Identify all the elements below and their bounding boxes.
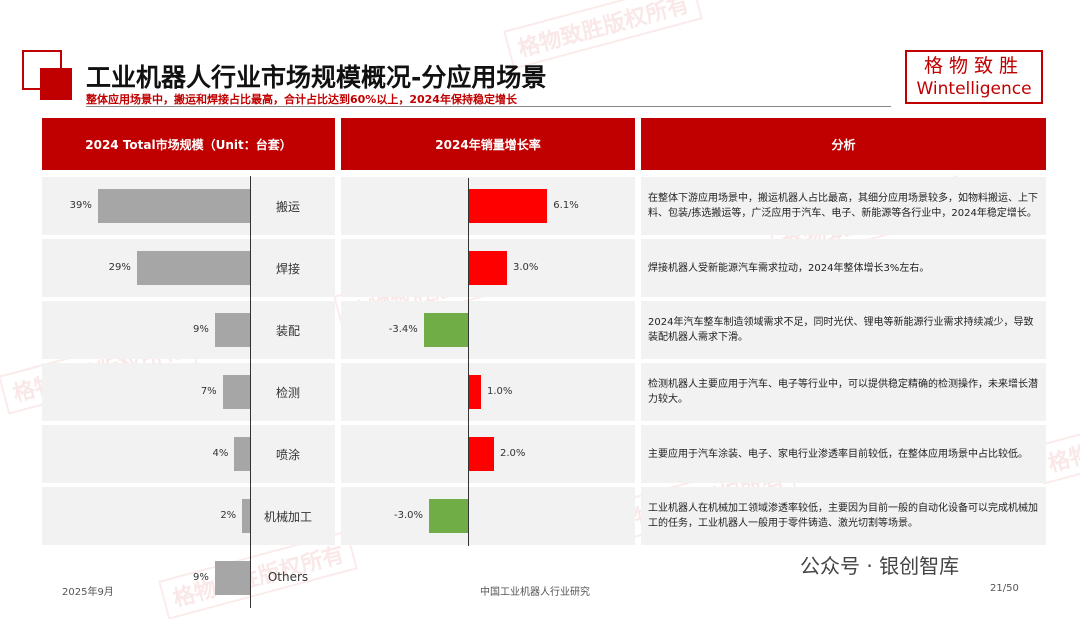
footer-page: 21/50: [990, 583, 1019, 594]
share-bar: [214, 313, 250, 347]
category: 搬运: [275, 200, 300, 214]
category: 机械加工: [263, 510, 312, 524]
share-label: 29%: [108, 262, 131, 273]
share-bar: [97, 189, 250, 223]
subtitle: 整体应用场景中，搬运和焊接占比最高，合计占比达到60%以上，2024年保持稳定增…: [86, 93, 517, 106]
share-bar: [136, 251, 250, 285]
column-header: 分析: [641, 118, 1046, 170]
analysis: 检测机器人主要应用于汽车、电子等行业中，可以提供稳定精确的检测操作，未来增长潜力…: [648, 379, 1038, 405]
category: 喷涂: [275, 448, 300, 462]
logo: 格物致胜 Wintelligence: [905, 50, 1043, 104]
category: Others: [267, 570, 309, 584]
share-label: 4%: [212, 448, 229, 459]
footer-center: 中国工业机器人行业研究: [480, 587, 590, 598]
footer-date: 2025年9月: [62, 587, 114, 598]
growth-bar: [468, 251, 507, 285]
growth-label: 3.0%: [513, 262, 539, 273]
growth-bar: [468, 437, 494, 471]
analysis: 2024年汽车整车制造领域需求不足，同时光伏、锂电等新能源行业需求持续减少，导致…: [648, 317, 1034, 343]
category: 装配: [275, 324, 300, 338]
category: 检测: [275, 386, 300, 400]
row-bg: [641, 177, 1046, 235]
analysis: 工业机器人在机械加工领域渗透率较低，主要因为目前一般的自动化设备可以完成机械加工…: [648, 503, 1038, 529]
share-bar: [242, 499, 250, 533]
share-label: 39%: [69, 200, 92, 211]
wechat: 公众号 · 银创智库: [800, 554, 960, 578]
growth-bar: [468, 189, 548, 223]
row-bg: [641, 487, 1046, 545]
growth-label: 2.0%: [500, 448, 526, 459]
share-label: 2%: [220, 510, 237, 521]
row-bg: [42, 363, 335, 421]
header-rule: [86, 106, 891, 107]
row-bg: [641, 363, 1046, 421]
growth-label: 1.0%: [487, 386, 513, 397]
row-bg: [42, 487, 335, 545]
growth-bar: [429, 499, 468, 533]
growth-label: -3.4%: [388, 324, 418, 335]
share-bar: [234, 437, 250, 471]
share-label: 7%: [200, 386, 217, 397]
share-label: 9%: [193, 572, 209, 583]
row-bg: [641, 239, 1046, 297]
logo-en: Wintelligence: [916, 79, 1032, 99]
growth-label: 6.1%: [553, 200, 579, 211]
row-bg: [341, 487, 635, 545]
analysis: 主要应用于汽车涂装、电子、家电行业渗透率目前较低，在整体应用场景中占比较低。: [648, 448, 1028, 460]
column-header: 2024 Total市场规模（Unit：台套）: [42, 118, 335, 170]
growth-bar: [468, 375, 481, 409]
column-header: 2024年销量增长率: [341, 118, 635, 170]
deco-square: [40, 68, 72, 100]
growth-label: -3.0%: [393, 510, 423, 521]
category: 焊接: [275, 262, 300, 276]
share-bar: [222, 375, 250, 409]
row-bg: [341, 363, 635, 421]
title: 工业机器人行业市场规模概况-分应用场景: [86, 63, 547, 92]
axis-share: [250, 176, 251, 608]
row-bg: [42, 425, 335, 483]
row-bg: [641, 425, 1046, 483]
growth-bar: [423, 313, 468, 347]
axis-growth: [468, 178, 469, 546]
row-bg: [341, 301, 635, 359]
share-label: 9%: [193, 324, 209, 335]
row-bg: [641, 301, 1046, 359]
logo-cn: 格物致胜: [923, 55, 1024, 77]
analysis: 焊接机器人受新能源汽车需求拉动，2024年整体增长3%左右。: [648, 262, 930, 274]
watermark: 格物致胜版权所有: [503, 0, 703, 70]
share-bar: [214, 561, 250, 595]
row-bg: [42, 301, 335, 359]
analysis: 在整体下游应用场景中，搬运机器人占比最高，其细分应用场景较多，如物料搬运、上下料…: [648, 193, 1038, 219]
